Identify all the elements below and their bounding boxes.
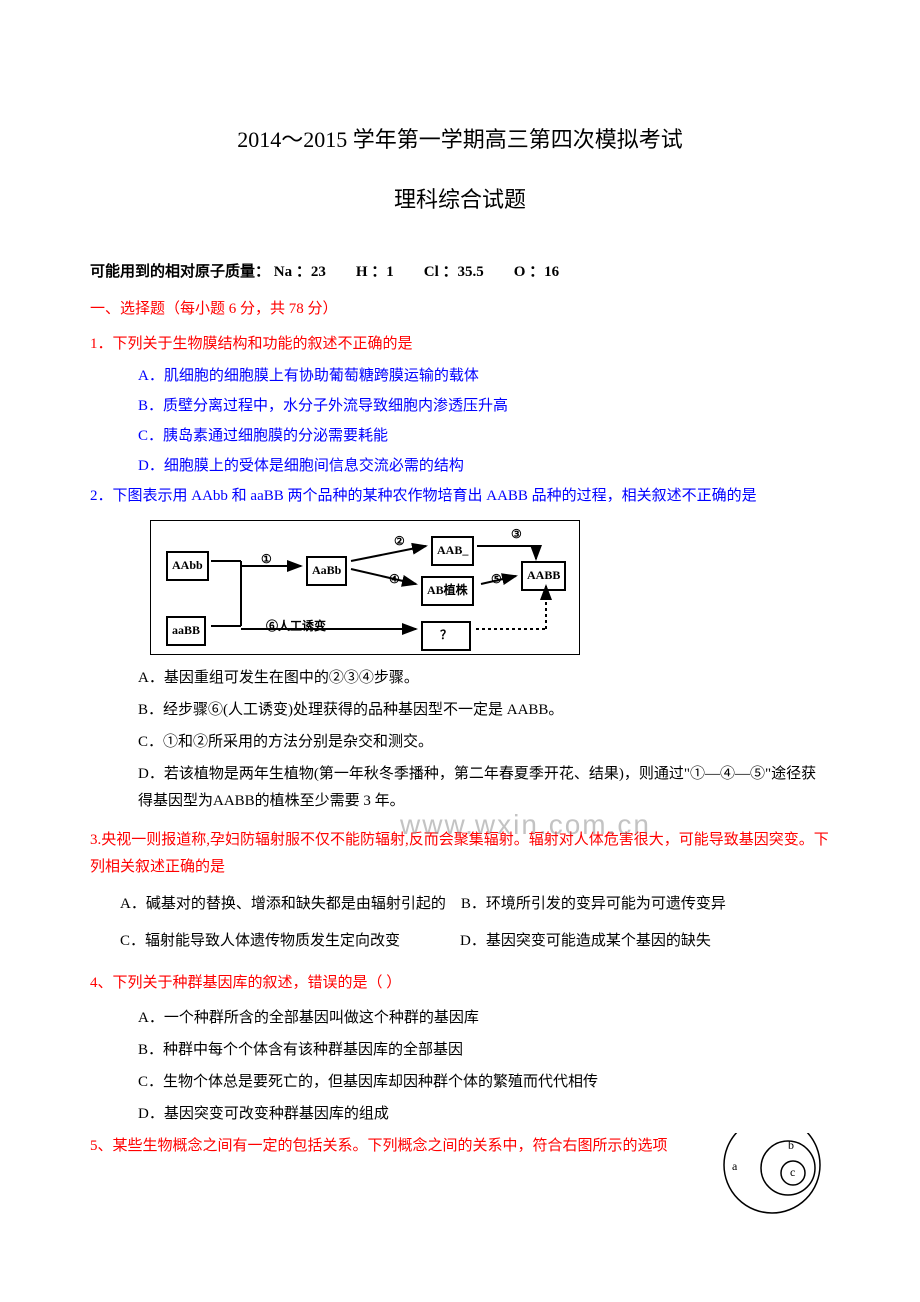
page-container: 2014～2015 学年第一学期高三第四次模拟考试 理科综合试题 可能用到的相对…	[90, 120, 830, 1218]
atomic-mass-label: 可能用到的相对原子质量：	[90, 264, 270, 280]
main-title: 2014～2015 学年第一学期高三第四次模拟考试	[90, 120, 830, 160]
q4-option-a: A．一个种群所含的全部基因叫做这个种群的基因库	[138, 1005, 830, 1032]
section-1-header: 一、选择题（每小题 6 分，共 78 分）	[90, 296, 830, 323]
circle-label-b: b	[788, 1138, 794, 1152]
q3-stem: 3.央视一则报道称,孕妇防辐射服不仅不能防辐射,反而会聚集辐射。辐射对人体危害很…	[90, 827, 830, 881]
q2-stem: 2．下图表示用 AAbb 和 aaBB 两个品种的某种农作物培育出 AABB 品…	[90, 483, 830, 510]
q1-option-b: B．质壁分离过程中，水分子外流导致细胞内渗透压升高	[138, 393, 830, 420]
q4-stem: 4、下列关于种群基因库的叙述，错误的是（ ）	[90, 970, 830, 997]
q2-diagram: AAbb aaBB AaBb AAB_ AB植株 AABB ？ ① ② ③ ④ …	[150, 520, 580, 655]
q4-option-b: B．种群中每个个体含有该种群基因库的全部基因	[138, 1037, 830, 1064]
q3-option-ab: A．碱基对的替换、增添和缺失都是由辐射引起的 B．环境所引发的变异可能为可遗传变…	[90, 891, 830, 918]
q1-option-c: C．胰岛素通过细胞膜的分泌需要耗能	[138, 423, 830, 450]
q2-option-b: B．经步骤⑥(人工诱变)处理获得的品种基因型不一定是 AABB。	[138, 697, 830, 724]
circle-label-a: a	[732, 1159, 738, 1173]
q2-option-d: D．若该植物是两年生植物(第一年秋冬季播种，第二年春夏季开花、结果)，则通过"①…	[138, 761, 830, 815]
q3-option-cd: C．辐射能导致人体遗传物质发生定向改变 D．基因突变可能造成某个基因的缺失	[90, 928, 830, 955]
q1-option-a: A．肌细胞的细胞膜上有协助葡萄糖跨膜运输的载体	[138, 363, 830, 390]
q2-option-a: A．基因重组可发生在图中的②③④步骤。	[138, 665, 830, 692]
q5-container: a b c 5、某些生物概念之间有一定的包括关系。下列概念之间的关系中，符合右图…	[90, 1133, 830, 1218]
q1-stem: 1．下列关于生物膜结构和功能的叙述不正确的是	[90, 331, 830, 358]
atomic-mass-line: 可能用到的相对原子质量： Na ：23 H ：1 Cl ：35.5 O ：16	[90, 259, 830, 286]
atomic-mass-values: Na ：23 H ：1 Cl ：35.5 O ：16	[274, 264, 559, 280]
sub-title: 理科综合试题	[90, 180, 830, 220]
circle-label-c: c	[790, 1165, 795, 1179]
q1-option-d: D．细胞膜上的受体是细胞间信息交流必需的结构	[138, 453, 830, 480]
q4-option-c: C．生物个体总是要死亡的，但基因库却因种群个体的繁殖而代代相传	[138, 1069, 830, 1096]
q2-option-c: C．①和②所采用的方法分别是杂交和测交。	[138, 729, 830, 756]
q4-option-d: D．基因突变可改变种群基因库的组成	[138, 1101, 830, 1128]
q5-circle-diagram: a b c	[710, 1133, 830, 1218]
diagram-arrows	[151, 521, 579, 654]
